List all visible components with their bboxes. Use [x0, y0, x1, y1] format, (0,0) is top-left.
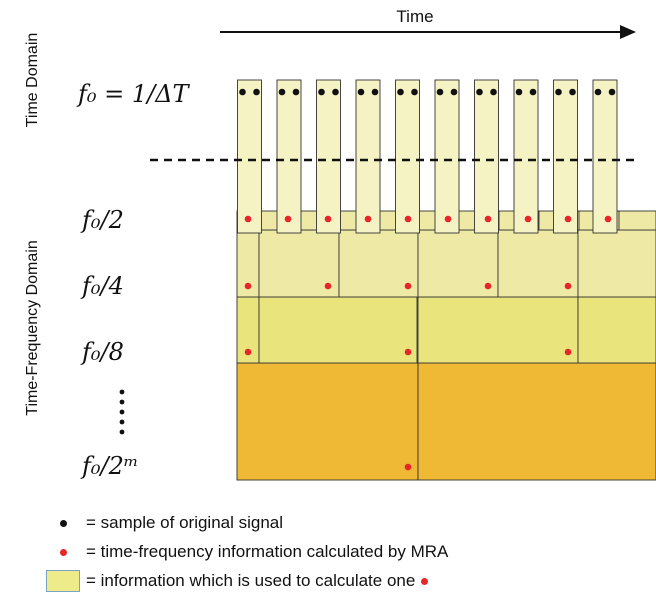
- mra-dot-level-1: [604, 215, 612, 223]
- block-level-2: [417, 229, 499, 298]
- sample-dot: [357, 88, 365, 96]
- sample-box: [276, 79, 302, 234]
- mra-dot-level-2: [404, 282, 412, 290]
- block-level-2: [497, 229, 579, 298]
- mra-dot-level-2: [324, 282, 332, 290]
- block-level-1: [618, 210, 656, 231]
- time-arrow: [220, 25, 636, 39]
- sample-dot: [436, 88, 444, 96]
- sample-box: [355, 79, 381, 234]
- freq-label-f0: f₀ = 1/ΔT: [76, 80, 191, 108]
- block-level-3: [258, 296, 418, 364]
- legend-inline-red-dot-icon: [421, 577, 429, 585]
- sample-dot: [318, 88, 325, 96]
- block-level-2: [577, 229, 656, 298]
- mra-dot-level-1: [364, 215, 372, 223]
- sample-dot: [515, 88, 523, 96]
- mra-dot-level-1: [244, 215, 252, 223]
- time-frequency-domain-label: Time-Frequency Domain: [24, 240, 41, 415]
- mra-dot-level-2: [564, 282, 572, 290]
- sample-box: [553, 79, 578, 234]
- sample-dot: [292, 88, 300, 96]
- sample-dot: [529, 88, 537, 96]
- sample-box: [474, 79, 499, 234]
- freq-label-f0-4: f₀/4: [80, 272, 124, 300]
- mra-dot-level-m: [404, 463, 412, 471]
- sample-dot: [253, 88, 260, 96]
- sample-dot: [490, 88, 497, 96]
- freq-label-f0-2: f₀/2: [80, 206, 124, 234]
- sample-dot: [476, 88, 483, 96]
- mra-dot-level-1: [404, 215, 412, 223]
- sample-dot: [397, 88, 404, 96]
- sample-dot: [608, 88, 616, 96]
- mra-dot-level-1: [484, 215, 492, 223]
- sample-dot: [555, 88, 562, 96]
- block-level-3: [577, 296, 656, 364]
- mra-dot-level-3: [244, 348, 252, 356]
- sample-box: [513, 79, 539, 234]
- mra-dot-level-1: [324, 215, 332, 223]
- time-label: Time: [396, 7, 433, 26]
- mra-dot-level-2: [484, 282, 492, 290]
- sample-dot: [278, 88, 286, 96]
- legend-black-dot-icon: [40, 519, 86, 527]
- sample-box: [316, 79, 341, 234]
- vertical-ellipsis: [119, 389, 125, 435]
- legend-swatch-icon: [40, 570, 86, 592]
- legend-sample: = sample of original signal: [40, 513, 283, 533]
- legend-red-dot-icon: [40, 548, 86, 556]
- sample-dot: [450, 88, 458, 96]
- mra-dot-level-3: [564, 348, 572, 356]
- freq-label-f0-8: f₀/8: [80, 338, 124, 366]
- mra-dot-level-1: [444, 215, 452, 223]
- sample-box: [237, 79, 262, 234]
- mra-dot-level-3: [404, 348, 412, 356]
- freq-label-f0-2m: f₀/2ᵐ: [80, 452, 139, 480]
- block-level-m: [236, 362, 419, 481]
- legend-tf-info-text: = time-frequency information calculated …: [86, 542, 449, 561]
- sample-box: [434, 79, 460, 234]
- sample-box: [592, 79, 618, 234]
- block-level-m: [417, 362, 656, 481]
- mra-dot-level-1: [524, 215, 532, 223]
- sample-dot: [239, 88, 246, 96]
- mra-dot-level-1: [564, 215, 572, 223]
- sample-dot: [411, 88, 418, 96]
- legend-used-info: = information which is used to calculate…: [40, 570, 429, 592]
- time-domain-label: Time Domain: [24, 33, 41, 128]
- sample-box: [395, 79, 420, 234]
- legend-used-info-text: = information which is used to calculate…: [86, 571, 416, 590]
- sample-dot: [371, 88, 379, 96]
- legend-sample-text: = sample of original signal: [86, 513, 284, 532]
- sample-dot: [332, 88, 339, 96]
- sample-dot: [569, 88, 576, 96]
- mra-dot-level-1: [284, 215, 292, 223]
- block-level-3: [417, 296, 579, 364]
- legend-tf-info: = time-frequency information calculated …: [40, 542, 448, 562]
- mra-dot-level-2: [244, 282, 252, 290]
- sample-dot: [594, 88, 602, 96]
